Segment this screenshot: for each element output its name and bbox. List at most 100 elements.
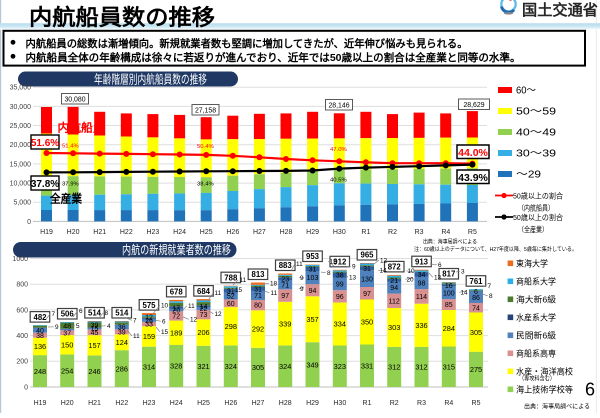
svg-text:H30: H30 xyxy=(333,229,346,236)
svg-text:50歳以上の割合: 50歳以上の割合 xyxy=(513,213,563,222)
svg-text:159: 159 xyxy=(143,332,155,341)
svg-text:246: 246 xyxy=(88,367,100,376)
svg-text:13: 13 xyxy=(434,275,442,282)
svg-text:150: 150 xyxy=(61,340,73,349)
svg-text:678: 678 xyxy=(170,288,184,297)
svg-text:R2: R2 xyxy=(388,229,397,236)
svg-text:357: 357 xyxy=(306,315,318,324)
svg-text:6: 6 xyxy=(585,380,595,400)
svg-text:800: 800 xyxy=(16,282,28,289)
svg-text:9: 9 xyxy=(300,286,304,293)
svg-text:43.9%: 43.9% xyxy=(458,172,488,184)
svg-text:99: 99 xyxy=(336,282,344,289)
svg-text:514: 514 xyxy=(88,309,102,318)
svg-text:94: 94 xyxy=(390,285,398,292)
svg-text:17: 17 xyxy=(172,305,180,312)
svg-text:4: 4 xyxy=(107,323,111,330)
svg-text:H27: H27 xyxy=(253,229,266,236)
svg-text:36: 36 xyxy=(118,325,126,332)
svg-text:482: 482 xyxy=(33,313,47,322)
svg-text:H21: H21 xyxy=(88,400,101,407)
svg-text:39: 39 xyxy=(91,323,99,330)
svg-text:51.6%: 51.6% xyxy=(31,138,59,149)
svg-text:321: 321 xyxy=(197,362,209,371)
svg-text:年齢階層別内航船員数の推移: 年齢階層別内航船員数の推移 xyxy=(94,72,207,87)
svg-text:100: 100 xyxy=(443,290,455,297)
svg-text:11: 11 xyxy=(240,277,247,284)
svg-text:34: 34 xyxy=(418,272,426,279)
svg-text:東海大学: 東海大学 xyxy=(516,258,548,268)
svg-text:6: 6 xyxy=(438,262,442,269)
svg-text:～29: ～29 xyxy=(516,170,542,181)
svg-text:965: 965 xyxy=(360,251,374,260)
svg-text:248: 248 xyxy=(34,367,46,376)
svg-text:10,000: 10,000 xyxy=(10,181,32,188)
svg-text:14: 14 xyxy=(200,304,208,311)
svg-text:37.8%: 37.8% xyxy=(31,179,59,190)
svg-text:286: 286 xyxy=(116,364,128,373)
svg-text:R5: R5 xyxy=(468,229,477,236)
svg-text:136: 136 xyxy=(34,342,46,351)
svg-text:13: 13 xyxy=(349,275,357,282)
svg-text:312: 312 xyxy=(415,363,427,372)
svg-text:31: 31 xyxy=(227,288,235,295)
svg-text:H25: H25 xyxy=(197,400,210,407)
svg-text:37.9%: 37.9% xyxy=(62,182,79,188)
svg-text:5,000: 5,000 xyxy=(13,200,31,207)
svg-text:12: 12 xyxy=(330,259,338,266)
svg-text:H25: H25 xyxy=(200,229,213,236)
svg-text:48: 48 xyxy=(63,323,71,330)
svg-text:民間新6級: 民間新6級 xyxy=(516,330,556,340)
svg-text:10: 10 xyxy=(161,303,169,310)
svg-text:23: 23 xyxy=(281,276,289,283)
svg-text:47.0%: 47.0% xyxy=(330,147,347,153)
svg-text:7: 7 xyxy=(488,283,492,290)
svg-text:12: 12 xyxy=(215,311,223,318)
svg-text:339: 339 xyxy=(279,319,291,328)
svg-text:328: 328 xyxy=(170,362,182,371)
svg-text:157: 157 xyxy=(88,341,100,350)
svg-text:9: 9 xyxy=(55,324,59,331)
svg-text:684: 684 xyxy=(197,287,211,296)
svg-text:H26: H26 xyxy=(224,400,237,407)
svg-text:349: 349 xyxy=(306,360,318,369)
svg-text:292: 292 xyxy=(252,325,264,334)
svg-text:H27: H27 xyxy=(252,400,265,407)
svg-text:海大新6級: 海大新6級 xyxy=(516,294,556,304)
svg-text:R4: R4 xyxy=(441,229,450,236)
svg-text:284: 284 xyxy=(443,324,455,333)
svg-text:H20: H20 xyxy=(67,229,80,236)
svg-text:R4: R4 xyxy=(444,400,453,407)
svg-text:189: 189 xyxy=(170,328,182,337)
svg-text:883: 883 xyxy=(279,261,293,270)
svg-text:21: 21 xyxy=(390,278,398,285)
svg-text:商船系高専: 商船系高専 xyxy=(516,348,556,358)
svg-text:14: 14 xyxy=(380,268,388,275)
svg-text:15: 15 xyxy=(161,329,169,336)
svg-text:953: 953 xyxy=(306,252,320,261)
svg-text:254: 254 xyxy=(61,366,73,375)
svg-text:761: 761 xyxy=(469,277,483,286)
svg-text:97: 97 xyxy=(363,291,371,298)
svg-text:323: 323 xyxy=(334,362,346,371)
svg-text:74: 74 xyxy=(472,305,480,312)
svg-text:324: 324 xyxy=(279,362,291,371)
svg-text:16: 16 xyxy=(445,283,453,290)
svg-text:H22: H22 xyxy=(115,400,128,407)
svg-text:25,000: 25,000 xyxy=(10,123,32,130)
svg-text:12: 12 xyxy=(380,258,388,265)
svg-text:28,146: 28,146 xyxy=(328,103,349,110)
svg-text:14: 14 xyxy=(461,290,469,297)
svg-text:305: 305 xyxy=(252,363,264,372)
svg-text:H30: H30 xyxy=(333,400,346,407)
svg-text:200: 200 xyxy=(16,359,28,366)
svg-text:30,080: 30,080 xyxy=(64,97,85,104)
svg-text:97: 97 xyxy=(281,293,289,300)
svg-text:10: 10 xyxy=(408,268,416,275)
svg-text:海上技術学校等: 海上技術学校等 xyxy=(516,384,573,394)
svg-text:H29: H29 xyxy=(306,229,319,236)
svg-text:11: 11 xyxy=(296,261,303,268)
svg-text:内航船員数の推移: 内航船員数の推移 xyxy=(29,5,215,30)
svg-text:331: 331 xyxy=(361,361,373,370)
svg-text:30,000: 30,000 xyxy=(10,104,32,111)
